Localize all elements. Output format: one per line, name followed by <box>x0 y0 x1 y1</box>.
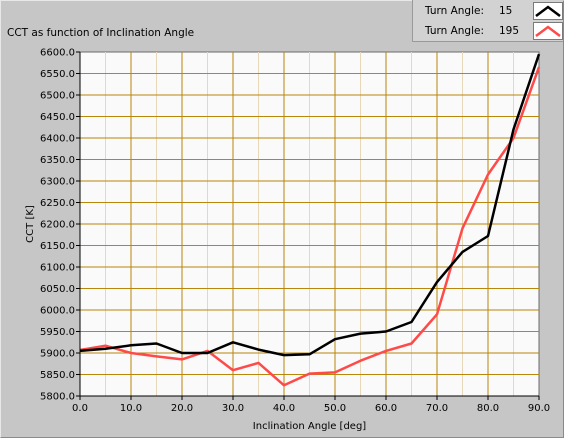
y-tick-label: 6250.0 <box>40 198 75 209</box>
y-tick-label: 6000.0 <box>40 306 75 317</box>
legend-value-series-1: 15 <box>499 5 513 17</box>
x-tick-label: 10.0 <box>120 403 142 414</box>
series-line-1 <box>79 53 541 357</box>
y-tick-label: 6100.0 <box>40 263 75 274</box>
x-tick-label: 90.0 <box>528 403 550 414</box>
legend-swatch-series-2[interactable] <box>533 22 563 40</box>
x-axis-label: Inclination Angle [deg] <box>253 421 367 432</box>
x-tick-label: 80.0 <box>477 403 499 414</box>
y-tick-label: 5800.0 <box>40 392 75 403</box>
y-tick-label: 6050.0 <box>40 284 75 295</box>
y-tick-label: 6450.0 <box>40 112 75 123</box>
y-tick-label: 6200.0 <box>40 220 75 231</box>
legend-entry-series-1: Turn Angle: 15 <box>413 1 564 21</box>
y-axis-label: CCT [K] <box>25 205 36 243</box>
legend-label-series-1: Turn Angle: <box>425 5 485 17</box>
y-tick-label: 6350.0 <box>40 155 75 166</box>
legend: Turn Angle: 15 Turn Angle: 195 <box>412 0 563 42</box>
y-tick-label: 6500.0 <box>40 91 75 102</box>
x-tick-label: 40.0 <box>273 403 295 414</box>
y-tick-label: 6300.0 <box>40 177 75 188</box>
y-tick-label: 5950.0 <box>40 327 75 338</box>
y-tick-label: 6550.0 <box>40 69 75 80</box>
legend-line-series-1 <box>535 5 561 17</box>
legend-line-series-2 <box>535 25 561 37</box>
series-line-2 <box>79 66 541 387</box>
chart-title: CCT as function of Inclination Angle <box>7 27 195 39</box>
y-tick-label: 5850.0 <box>40 370 75 381</box>
y-tick-label: 6600.0 <box>40 48 75 59</box>
y-tick-label: 6400.0 <box>40 134 75 145</box>
legend-value-series-2: 195 <box>499 25 520 37</box>
x-tick-label: 70.0 <box>426 403 448 414</box>
legend-label-series-2: Turn Angle: <box>425 25 485 37</box>
x-tick-label: 30.0 <box>222 403 244 414</box>
y-tick-label: 6150.0 <box>40 241 75 252</box>
x-tick-label: 20.0 <box>171 403 193 414</box>
legend-swatch-series-1[interactable] <box>533 2 563 20</box>
x-tick-label: 0.0 <box>72 403 88 414</box>
y-tick-label: 5900.0 <box>40 349 75 360</box>
legend-entry-series-2: Turn Angle: 195 <box>413 21 564 41</box>
x-tick-label: 50.0 <box>324 403 346 414</box>
x-tick-label: 60.0 <box>375 403 397 414</box>
